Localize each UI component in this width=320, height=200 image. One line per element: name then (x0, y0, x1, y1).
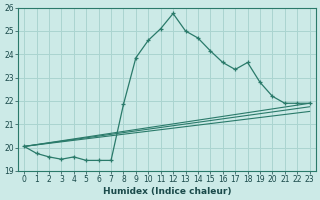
X-axis label: Humidex (Indice chaleur): Humidex (Indice chaleur) (103, 187, 231, 196)
